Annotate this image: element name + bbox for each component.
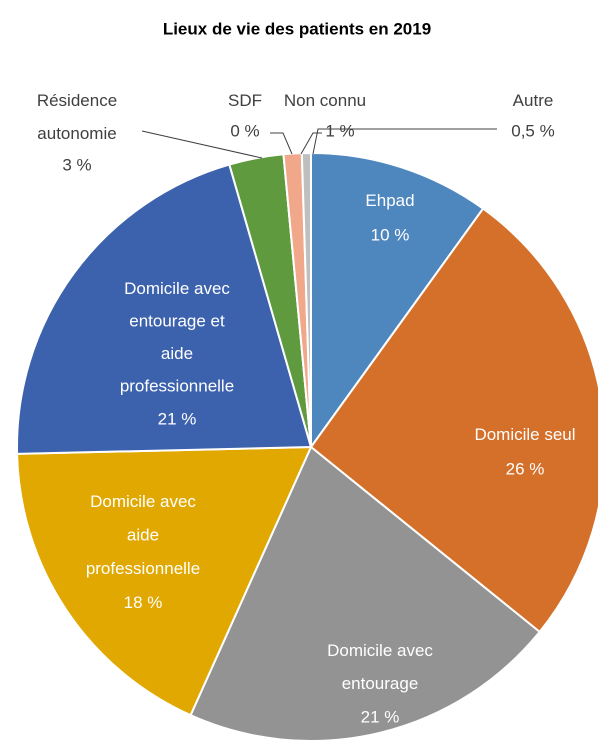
pie-slice [16, 163, 313, 455]
pie-slice [189, 445, 542, 742]
value-label: 0,5 % [511, 121, 554, 140]
slice-label: Domicile avec entourage et aide professionn… [120, 279, 234, 396]
value-label: 10 % [371, 225, 410, 244]
value-label: 26 % [506, 459, 545, 478]
pie [16, 151, 598, 742]
value-label: 21 % [361, 707, 400, 726]
slice-label: Autre [513, 91, 554, 110]
slice-label: Domicile avec entourage [327, 641, 433, 693]
pie-slice [16, 445, 313, 717]
leader-line [141, 130, 263, 159]
value-label: 3 % [62, 155, 91, 174]
leader-line [270, 132, 293, 155]
leader-line [300, 132, 322, 155]
value-label: 0 % [230, 121, 259, 140]
pie-slice [309, 207, 598, 634]
slice-label: Ehpad [365, 191, 414, 210]
slice-label: Domicile avec aide professionnelle [86, 492, 200, 578]
slice-label: SDF [228, 91, 262, 110]
chart-title: Lieux de vie des patients en 2019 [163, 19, 431, 38]
value-label: 18 % [124, 593, 163, 612]
value-label: 21 % [158, 409, 197, 428]
slice-label: Résidence autonomie [37, 91, 117, 143]
value-label: 1 % [325, 121, 354, 140]
pie-slice [310, 151, 485, 451]
slice-label: Domicile seul [474, 425, 575, 444]
slice-label: Non connu [284, 91, 366, 110]
leader-line [312, 128, 497, 155]
